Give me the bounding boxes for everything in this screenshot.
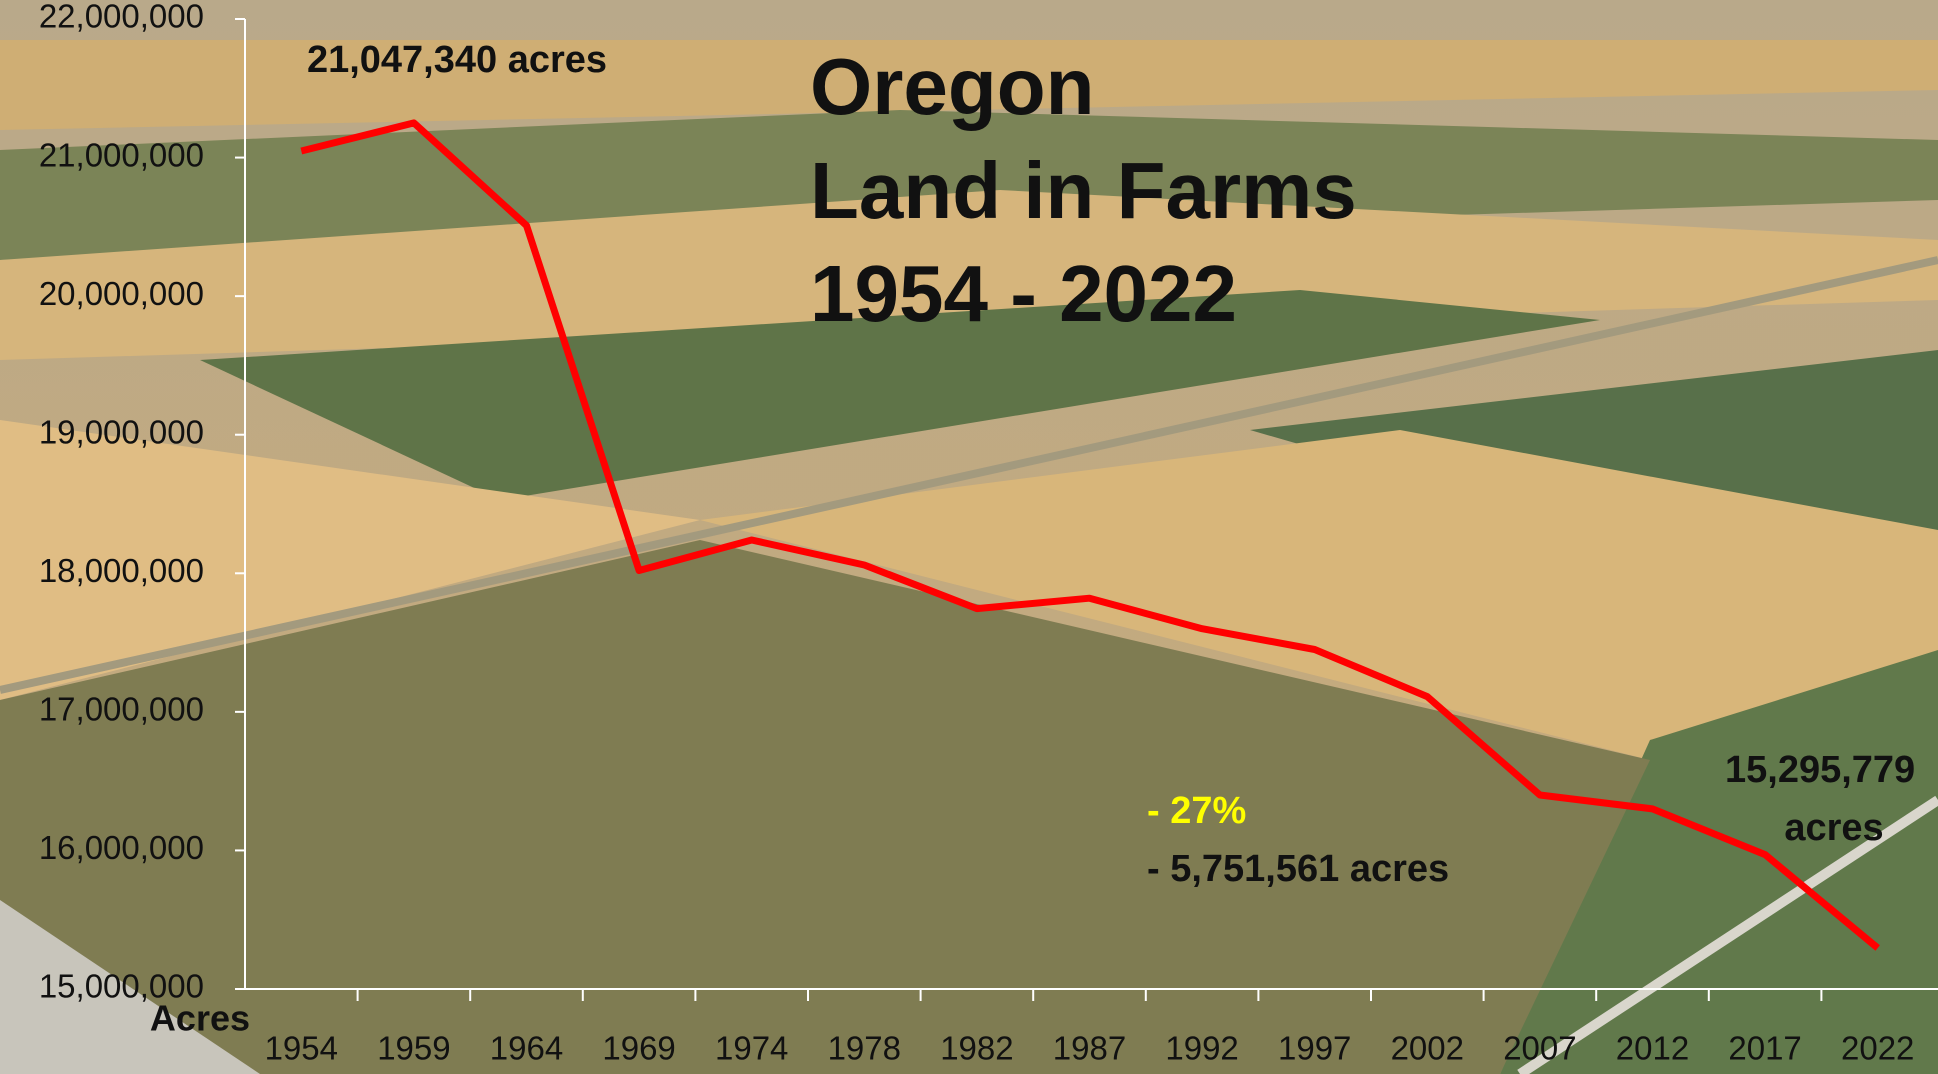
x-tick-label: 1954 (265, 1030, 338, 1067)
x-tick-label: 2017 (1728, 1030, 1801, 1067)
annotation: 21,047,340 acres (307, 39, 607, 81)
x-tick-label: 1992 (1165, 1030, 1238, 1067)
y-tick-label: 17,000,000 (39, 691, 204, 728)
y-tick-label: 18,000,000 (39, 552, 204, 589)
x-tick-label: 1969 (602, 1030, 675, 1067)
y-tick-label: 20,000,000 (39, 275, 204, 312)
y-tick-label: 21,000,000 (39, 136, 204, 173)
annotation: - 5,751,561 acres (1147, 848, 1449, 890)
chart: Oregon Land in Farms 1954 - 2022 Acres 1… (0, 0, 1938, 1074)
x-tick-label: 2007 (1503, 1030, 1576, 1067)
x-tick-label: 2002 (1391, 1030, 1464, 1067)
x-tick-label: 1964 (490, 1030, 563, 1067)
y-tick-label: 15,000,000 (39, 968, 204, 1005)
x-tick-label: 2022 (1841, 1030, 1914, 1067)
y-tick-label: 16,000,000 (39, 829, 204, 866)
x-tick-label: 2012 (1616, 1030, 1689, 1067)
annotation: 15,295,779 (1725, 749, 1915, 791)
x-tick-label: 1982 (940, 1030, 1013, 1067)
y-tick-label: 19,000,000 (39, 413, 204, 450)
x-tick-label: 1997 (1278, 1030, 1351, 1067)
x-tick-label: 1978 (828, 1030, 901, 1067)
title-line: Oregon (810, 42, 1094, 131)
x-tick-label: 1974 (715, 1030, 788, 1067)
title-line: Land in Farms (810, 146, 1357, 235)
y-tick-label: 22,000,000 (39, 0, 204, 35)
annotation: - 27% (1147, 790, 1246, 832)
annotation: acres (1784, 807, 1883, 849)
page: {"chart_data": { "type": "line", "title_… (0, 0, 1938, 1074)
title-line: 1954 - 2022 (810, 249, 1237, 338)
x-tick-label: 1987 (1053, 1030, 1126, 1067)
x-tick-label: 1959 (377, 1030, 450, 1067)
